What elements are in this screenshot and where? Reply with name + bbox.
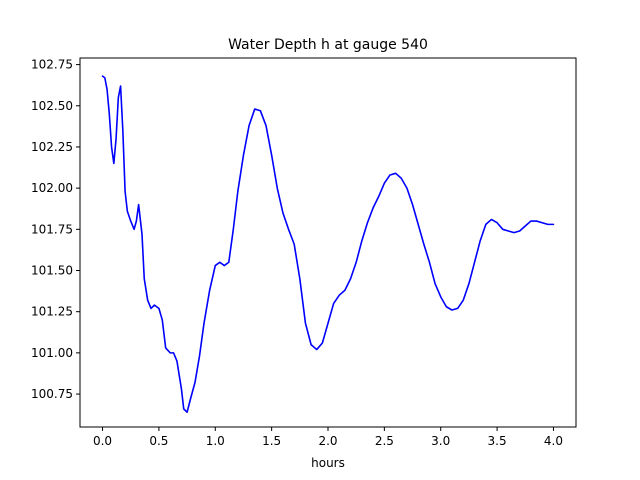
x-tick-label: 3.5 — [488, 434, 507, 448]
x-tick-label: 0.0 — [93, 434, 112, 448]
y-tick-label: 101.75 — [31, 222, 73, 236]
x-tick-label: 3.0 — [431, 434, 450, 448]
y-tick-label: 101.00 — [31, 346, 73, 360]
y-tick-label: 102.75 — [31, 58, 73, 72]
x-tick-label: 2.5 — [375, 434, 394, 448]
plot-area: 0.0 0.5 1.0 1.5 2.0 2.5 3.0 3.5 4.0 100.75 101.00 1… — [31, 57, 577, 448]
x-tick-label: 4.0 — [544, 434, 563, 448]
x-axis-label: hours — [311, 456, 345, 470]
y-tick-label: 100.75 — [31, 387, 73, 401]
x-tick-label: 0.5 — [149, 434, 168, 448]
x-tick-label: 1.5 — [262, 434, 281, 448]
y-tick-label: 102.00 — [31, 181, 73, 195]
y-tick-label: 101.50 — [31, 264, 73, 278]
y-tick-label: 102.25 — [31, 140, 73, 154]
x-tick-label: 2.0 — [318, 434, 337, 448]
x-tick-label: 1.0 — [206, 434, 225, 448]
chart-title: Water Depth h at gauge 540 — [228, 37, 428, 53]
y-tick-label: 102.50 — [31, 99, 73, 113]
series-line-0 — [101, 75, 555, 413]
y-tick-label: 101.25 — [31, 305, 73, 319]
